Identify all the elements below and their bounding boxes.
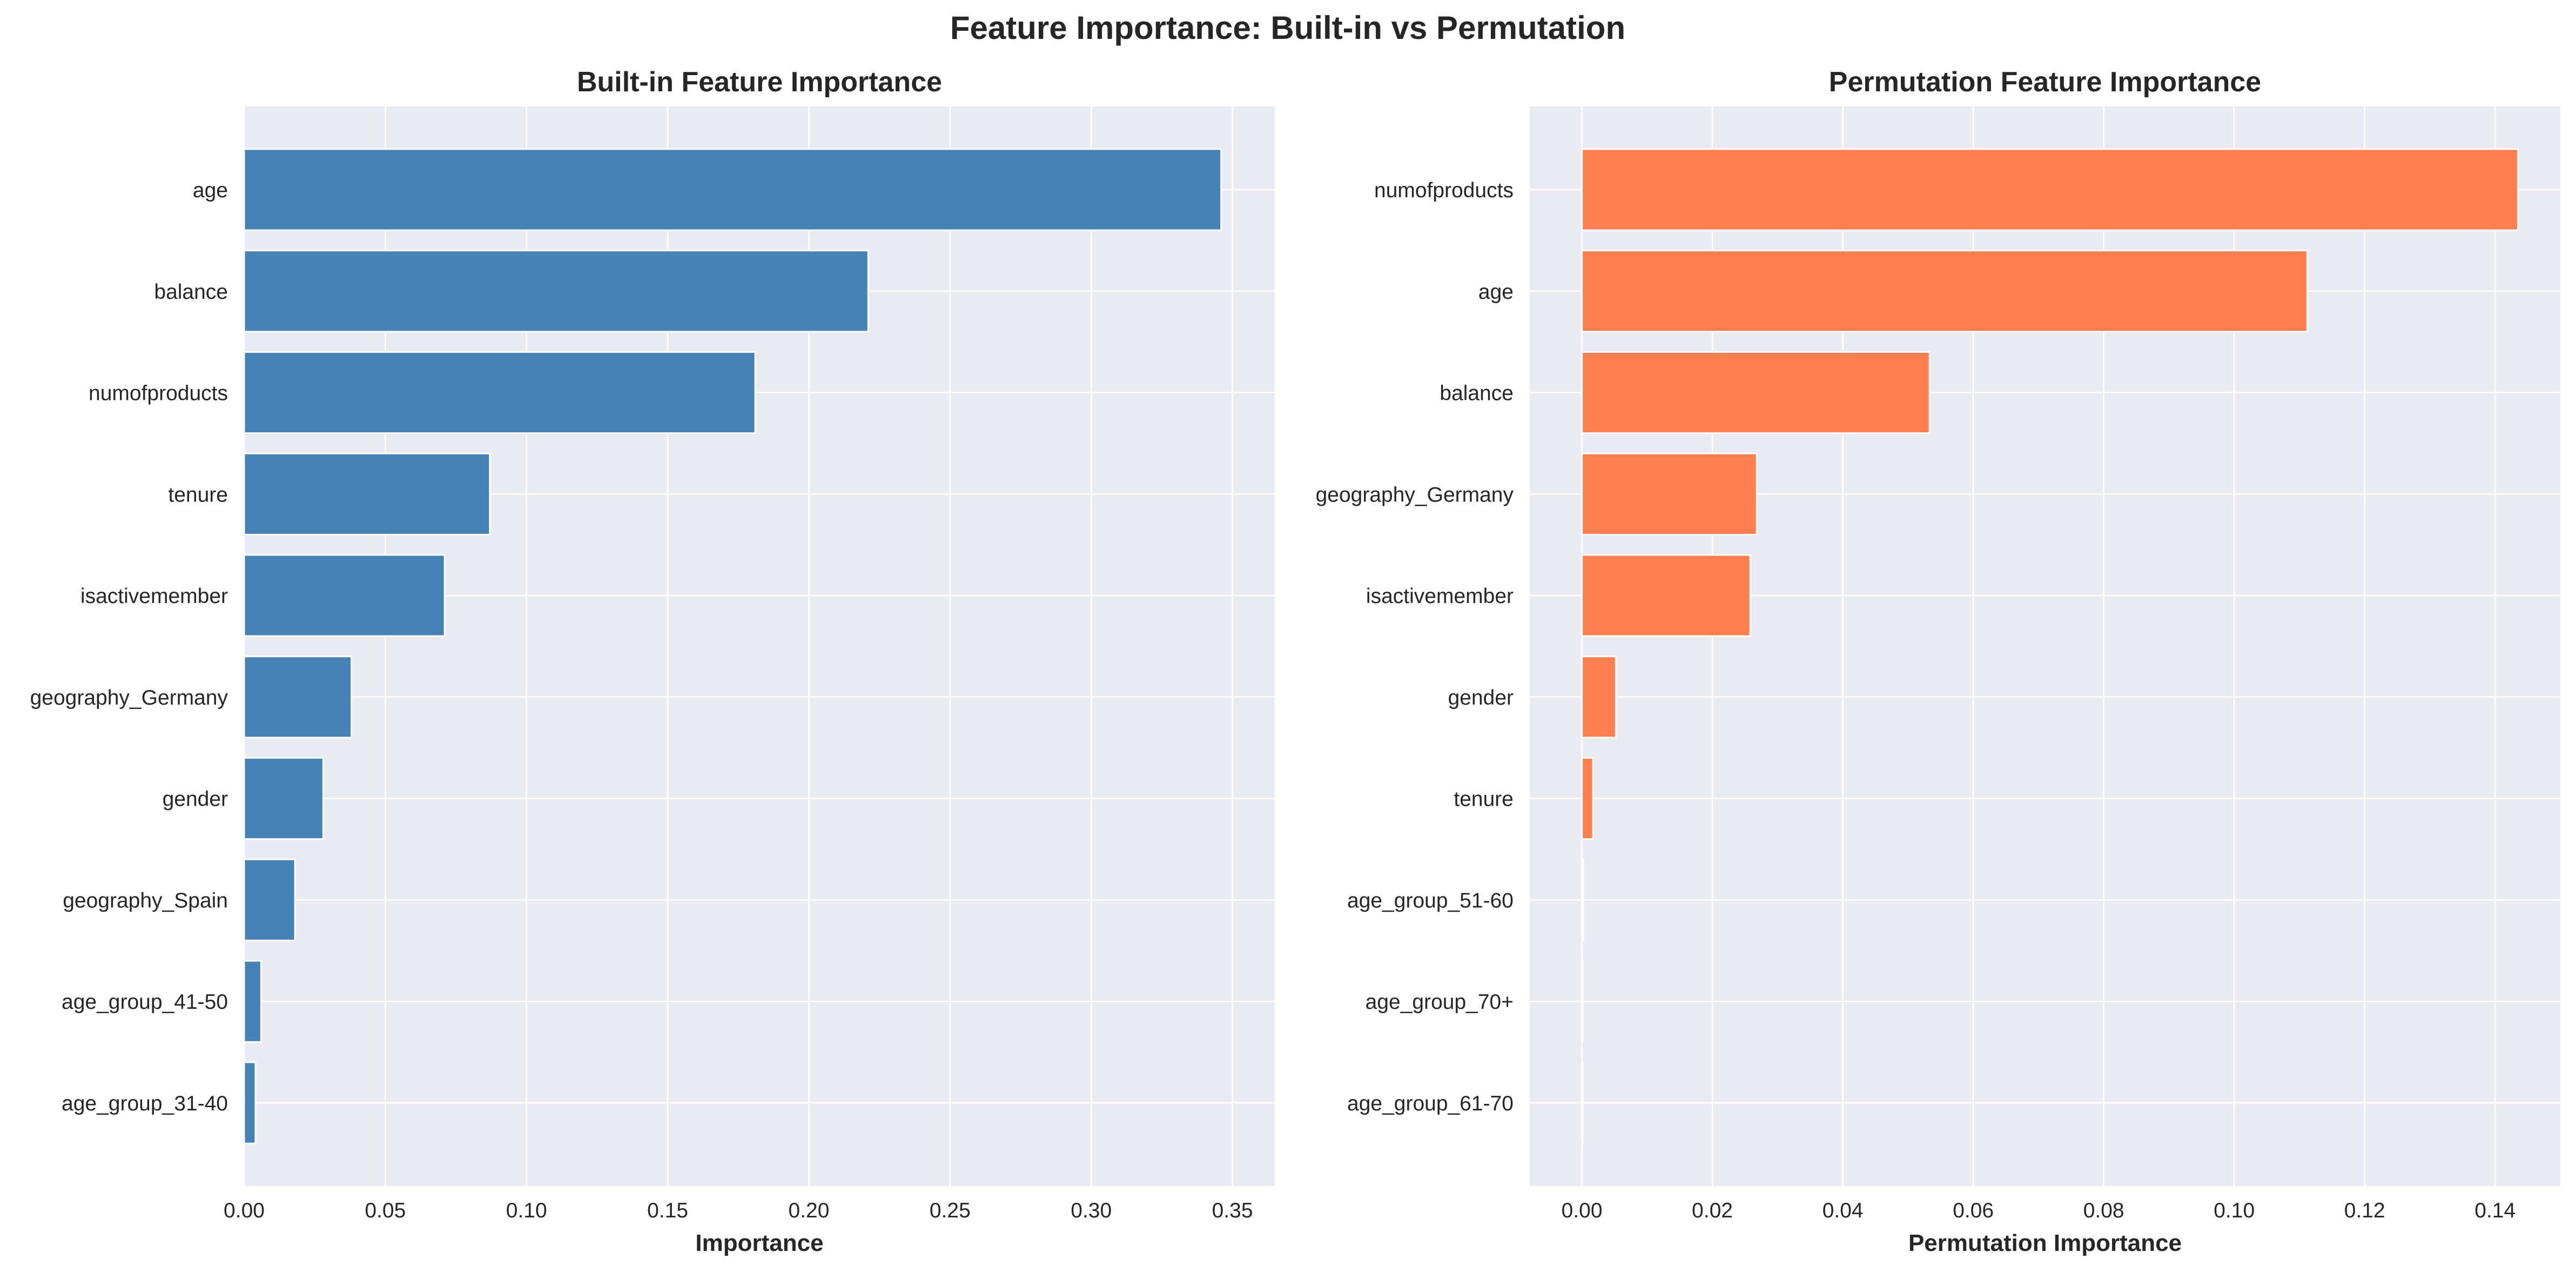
- permutation-x-tick-label: 0.14: [2474, 1199, 2516, 1222]
- built-in-y-tick-label: numofproducts: [89, 382, 228, 405]
- built-in-x-tick-label: 0.20: [789, 1199, 830, 1222]
- built-in-bar-geography-spain: [243, 858, 296, 942]
- built-in-y-tick-label: balance: [154, 280, 228, 304]
- permutation-y-tick-label: age_group_51-60: [1347, 889, 1514, 912]
- built-in-bar-age: [243, 148, 1222, 231]
- built-in-bar-tenure: [243, 452, 491, 535]
- built-in-y-tick-label: tenure: [168, 483, 228, 506]
- permutation-bar-age-group-51-60: [1581, 858, 1584, 942]
- permutation-y-tick-label: balance: [1440, 382, 1514, 405]
- built-in-y-tick-label: geography_Spain: [63, 889, 228, 912]
- permutation-bar-age: [1581, 250, 2308, 333]
- permutation-panel-title: Permutation Feature Importance: [1829, 66, 2261, 98]
- built-in-panel-title: Built-in Feature Importance: [577, 66, 942, 98]
- built-in-bar-numofproducts: [243, 351, 756, 434]
- permutation-y-tick-label: geography_Germany: [1316, 483, 1514, 506]
- permutation-x-tick-label: 0.00: [1562, 1199, 1603, 1222]
- permutation-x-tick-label: 0.12: [2344, 1199, 2385, 1222]
- permutation-x-axis-label: Permutation Importance: [1908, 1230, 2182, 1256]
- built-in-y-tick-label: geography_Germany: [30, 686, 228, 709]
- permutation-y-tick-label: gender: [1448, 686, 1514, 709]
- permutation-x-tick-label: 0.06: [1953, 1199, 1994, 1222]
- permutation-bar-numofproducts: [1581, 148, 2519, 231]
- permutation-bar-age-group-70: [1581, 960, 1584, 1043]
- permutation-bar-gender: [1581, 655, 1617, 739]
- built-in-bar-age-group-41-50: [243, 960, 262, 1043]
- built-in-y-tick-label: isactivemember: [80, 585, 228, 608]
- built-in-x-tick-label: 0.25: [930, 1199, 971, 1222]
- built-in-x-axis-label: Importance: [695, 1230, 823, 1256]
- permutation-bar-tenure: [1581, 757, 1594, 840]
- permutation-y-tick-label: age: [1478, 280, 1514, 304]
- permutation-bar-isactivemember: [1581, 554, 1751, 637]
- built-in-y-tick-label: gender: [163, 788, 228, 811]
- built-in-x-tick-label: 0.35: [1212, 1199, 1253, 1222]
- built-in-bar-age-group-31-40: [243, 1061, 257, 1144]
- permutation-bar-age-group-61-70: [1581, 1061, 1584, 1144]
- built-in-bar-geography-germany: [243, 655, 353, 739]
- built-in-x-tick-label: 0.05: [365, 1199, 406, 1222]
- permutation-bar-geography-germany: [1581, 452, 1758, 535]
- built-in-importance-panel: 0.00 0.05 0.10 0.15 0.20 0.25 0.30 0.35 age balan…: [30, 66, 1275, 1256]
- figure-title: Feature Importance: Built-in vs Permutat…: [950, 10, 1625, 46]
- permutation-y-tick-label: age_group_70+: [1366, 990, 1514, 1014]
- permutation-x-tick-label: 0.08: [2083, 1199, 2124, 1222]
- built-in-bar-balance: [243, 250, 869, 333]
- permutation-y-tick-label: age_group_61-70: [1347, 1092, 1514, 1115]
- permutation-bar-balance: [1581, 351, 1931, 434]
- permutation-y-tick-label: tenure: [1454, 788, 1514, 811]
- built-in-y-tick-label: age: [193, 179, 228, 202]
- built-in-x-tick-label: 0.00: [224, 1199, 265, 1222]
- built-in-bar-isactivemember: [243, 554, 446, 637]
- built-in-x-tick-label: 0.10: [506, 1199, 547, 1222]
- built-in-x-tick-label: 0.30: [1071, 1199, 1112, 1222]
- permutation-x-tick-label: 0.02: [1692, 1199, 1733, 1222]
- built-in-y-tick-label: age_group_41-50: [62, 990, 228, 1014]
- permutation-y-tick-label: isactivemember: [1366, 585, 1514, 608]
- permutation-x-tick-label: 0.04: [1822, 1199, 1864, 1222]
- built-in-bar-gender: [243, 757, 324, 840]
- permutation-x-tick-label: 0.10: [2214, 1199, 2255, 1222]
- built-in-y-tick-label: age_group_31-40: [62, 1092, 228, 1115]
- built-in-x-tick-label: 0.15: [647, 1199, 688, 1222]
- permutation-y-tick-label: numofproducts: [1374, 179, 1514, 202]
- permutation-importance-panel: 0.00 0.02 0.04 0.06 0.08 0.10 0.12 0.14 numofpro…: [1316, 66, 2560, 1256]
